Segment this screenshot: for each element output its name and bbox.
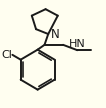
Text: N: N xyxy=(51,28,60,41)
Text: Cl: Cl xyxy=(1,50,12,60)
Text: HN: HN xyxy=(69,39,86,49)
